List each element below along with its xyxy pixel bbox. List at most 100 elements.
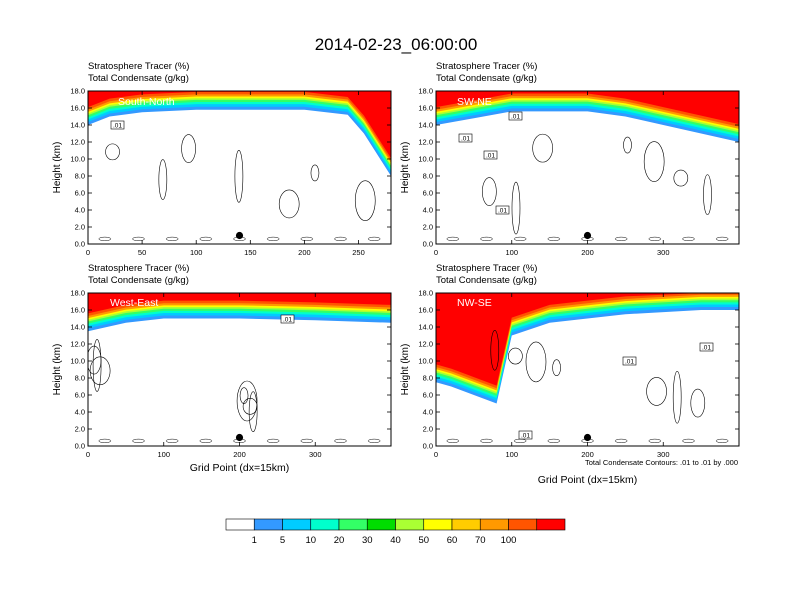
condensate-contour <box>234 149 244 203</box>
y-tick-label: 16.0 <box>70 306 85 315</box>
y-tick-label: 4.0 <box>423 408 433 417</box>
x-tick-label: 50 <box>138 248 146 257</box>
condensate-contour-low <box>98 438 112 443</box>
condensate-contour-low <box>480 438 493 443</box>
x-tick-label: 100 <box>505 450 518 459</box>
y-tick-label: 6.0 <box>75 189 85 198</box>
contour-label: .01 <box>625 359 634 366</box>
y-tick-label: 4.0 <box>75 206 85 215</box>
condensate-contour <box>690 388 706 418</box>
condensate-contour-low <box>547 438 561 443</box>
condensate-contour-low <box>446 236 460 241</box>
condensate-contour <box>236 380 258 422</box>
condensate-contour-low <box>98 236 112 241</box>
condensate-contour <box>354 180 376 221</box>
contour-label: .01 <box>486 153 495 160</box>
condensate-contour-low <box>300 236 314 241</box>
plot-background <box>88 91 391 244</box>
contour-label: .01 <box>511 114 520 121</box>
y-tick-label: 0.0 <box>75 442 85 451</box>
condensate-contour <box>490 329 500 371</box>
x-axis-label: Grid Point (dx=15km) <box>538 474 638 486</box>
condensate-contour-low <box>648 438 662 443</box>
condensate-contour <box>92 339 102 392</box>
condensate-contour-low <box>367 438 381 443</box>
panel-name: West-East <box>110 297 158 309</box>
plot-area <box>436 91 739 244</box>
y-axis-label: Height (km) <box>400 142 411 194</box>
y-tick-label: 4.0 <box>75 408 85 417</box>
x-tick-label: 200 <box>298 248 311 257</box>
colorbar-label: 5 <box>280 535 285 546</box>
condensate-contour-low <box>165 236 179 241</box>
y-tick-label: 14.0 <box>418 323 433 332</box>
x-tick-label: 150 <box>244 248 257 257</box>
condensate-contour <box>158 159 168 200</box>
condensate-contour-low <box>132 438 145 443</box>
contour-label-box <box>458 133 473 143</box>
contour-note: Total Condensate Contours: .01 to .01 by… <box>585 458 738 467</box>
condensate-contour <box>672 370 682 424</box>
y-tick-label: 16.0 <box>418 306 433 315</box>
subtitle-tracer: Stratosphere Tracer (%) <box>436 263 537 274</box>
colorbar-label: 50 <box>418 535 429 546</box>
condensate-contour-low <box>715 438 729 443</box>
plot-area <box>88 91 391 244</box>
colorbar-label: 20 <box>334 535 345 546</box>
plot-area <box>436 293 739 446</box>
tracer-band-8 <box>436 293 739 386</box>
colorbar-label: 10 <box>305 535 316 546</box>
x-tick-label: 100 <box>190 248 203 257</box>
condensate-contour-low <box>480 236 493 241</box>
condensate-contour <box>673 169 689 187</box>
condensate-contour <box>623 136 632 154</box>
colorbar-box <box>282 518 312 531</box>
contour-label-box <box>699 342 714 352</box>
panels: Stratosphere Tracer (%)Total Condensate … <box>52 61 740 486</box>
contour-label: .01 <box>283 317 292 324</box>
contour-label: .01 <box>521 433 530 440</box>
y-tick-label: 8.0 <box>423 172 433 181</box>
y-tick-label: 18.0 <box>70 87 85 96</box>
x-tick-label: 250 <box>352 248 365 257</box>
condensate-contour-low <box>367 236 381 241</box>
condensate-contour <box>643 141 665 182</box>
condensate-contour-low <box>682 236 695 241</box>
colorbar-box <box>310 518 340 531</box>
condensate-contour <box>552 359 561 377</box>
panel-west-east: Stratosphere Tracer (%)Total Condensate … <box>52 263 392 474</box>
condensate-contour-low <box>334 438 347 443</box>
condensate-contour <box>482 177 497 206</box>
condensate-contour <box>89 356 111 386</box>
colorbar-box <box>423 518 453 531</box>
colorbar-label: 30 <box>362 535 373 546</box>
contour-label-box <box>280 314 295 324</box>
x-tick-label: 0 <box>86 248 90 257</box>
y-tick-label: 18.0 <box>418 289 433 298</box>
colorbar-box <box>225 518 255 531</box>
y-tick-label: 12.0 <box>418 340 433 349</box>
contour-label: .01 <box>113 123 122 130</box>
colorbar-label: 70 <box>475 535 486 546</box>
y-tick-label: 10.0 <box>418 357 433 366</box>
y-tick-label: 6.0 <box>75 391 85 400</box>
y-tick-label: 18.0 <box>70 289 85 298</box>
location-marker <box>235 231 244 240</box>
y-tick-label: 0.0 <box>75 240 85 249</box>
colorbar-box <box>451 518 481 531</box>
x-tick-label: 200 <box>581 248 594 257</box>
condensate-contour-low <box>682 438 695 443</box>
subtitle-condensate: Total Condensate (g/kg) <box>436 73 537 84</box>
y-tick-label: 8.0 <box>75 374 85 383</box>
y-tick-label: 12.0 <box>70 340 85 349</box>
x-tick-label: 300 <box>657 248 670 257</box>
y-tick-label: 10.0 <box>70 357 85 366</box>
subtitle-tracer: Stratosphere Tracer (%) <box>436 61 537 72</box>
contour-label: .01 <box>498 208 507 215</box>
contour-label-box <box>495 205 510 215</box>
y-tick-label: 2.0 <box>423 425 433 434</box>
y-tick-label: 18.0 <box>418 87 433 96</box>
panel-south-north: Stratosphere Tracer (%)Total Condensate … <box>52 61 392 257</box>
y-tick-label: 2.0 <box>75 425 85 434</box>
colorbar: 1 5 10 20 30 40 50 60 70 100 <box>225 518 566 546</box>
